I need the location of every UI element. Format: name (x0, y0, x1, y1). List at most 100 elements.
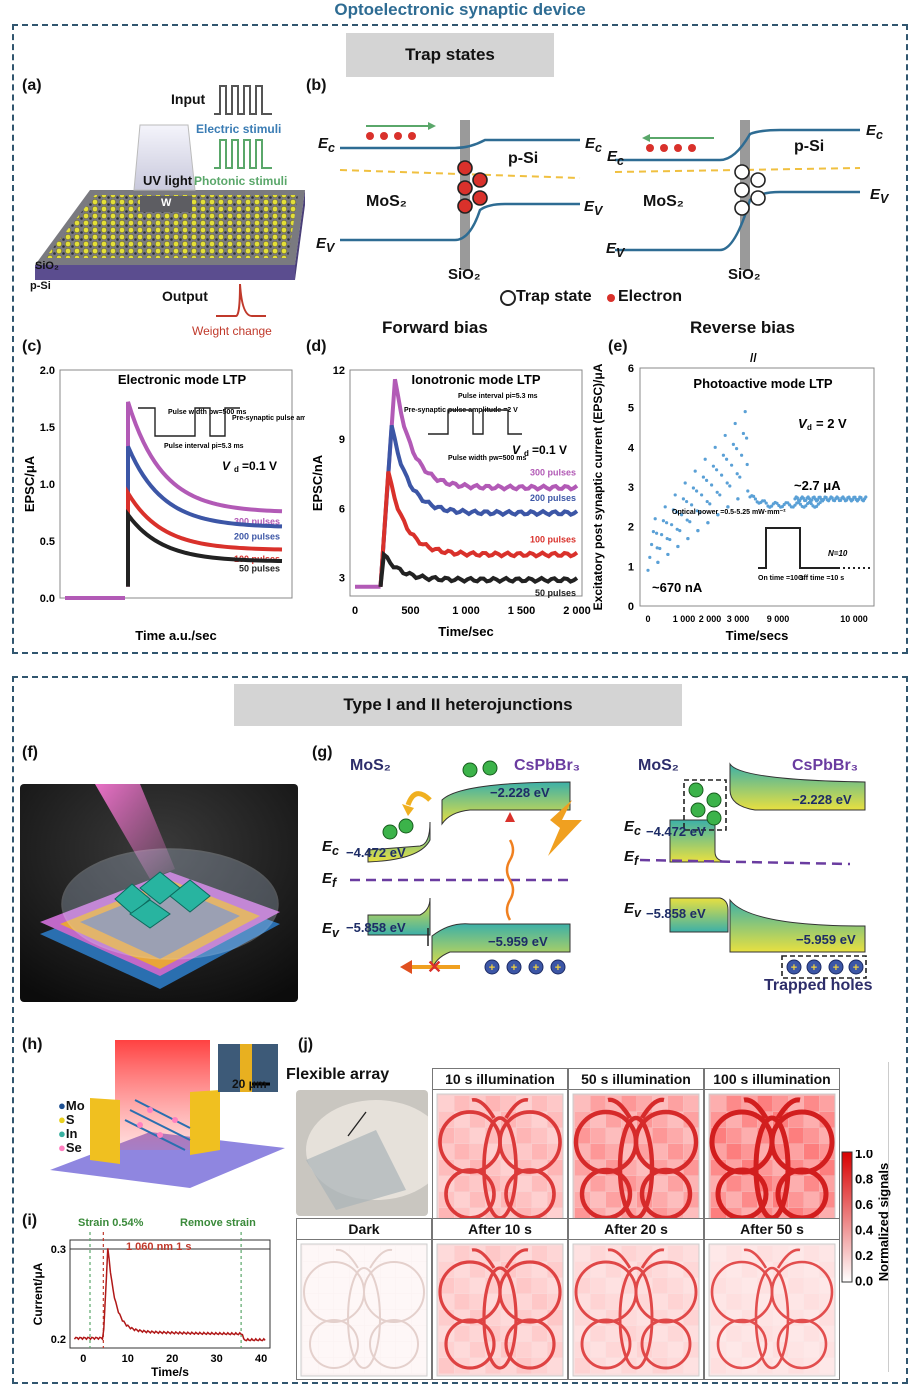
annotation: Optical power =0.5-5.25 mW·mm⁻² (672, 509, 786, 516)
decay-image: Dark (296, 1218, 432, 1380)
label-energy-5858-left: −5.858 eV (346, 920, 406, 935)
pixel (742, 1326, 757, 1342)
pixel (380, 1326, 396, 1342)
plot-frame (59, 369, 293, 599)
data-point (793, 503, 797, 507)
y-axis-label: Current/μA (31, 1262, 45, 1325)
series-line (126, 445, 283, 587)
pixel (819, 1358, 835, 1374)
pixel (652, 1358, 668, 1374)
figure-title: Optoelectronic synaptic device (334, 0, 586, 19)
label-cspbbr3-g-left: CsPbBr₃ (514, 757, 581, 774)
y-tick-label: 1.0 (40, 479, 55, 491)
pixel (683, 1310, 699, 1326)
series-line (126, 508, 283, 587)
panel-label-d: (d) (306, 338, 327, 355)
pixel (788, 1144, 804, 1160)
label-sio2-left: SiO₂ (448, 266, 481, 283)
pixel (547, 1358, 563, 1374)
colorbar-tick-label: 1.0 (855, 1150, 873, 1161)
decay-image: After 10 s (432, 1218, 568, 1380)
series-label: 300 pulses (234, 517, 280, 527)
pixel (726, 1128, 742, 1144)
x-tick-label: 20 (166, 1353, 178, 1365)
ev-text: E (322, 920, 333, 937)
svg-text:+: + (833, 962, 839, 974)
data-point (663, 505, 667, 509)
pixel (652, 1262, 668, 1278)
pixel (303, 1262, 318, 1278)
pixel (575, 1096, 590, 1112)
data-point (735, 447, 739, 451)
image-label: After 20 s (569, 1219, 703, 1240)
label-trapped-holes: Trapped holes (764, 977, 873, 994)
pixel (788, 1192, 804, 1208)
data-point (695, 509, 699, 513)
pixel (742, 1128, 757, 1144)
pixel (804, 1342, 819, 1358)
pixel (757, 1246, 773, 1262)
x-tick-label: 40 (255, 1353, 267, 1365)
annotation: d (234, 465, 239, 474)
annotation: ~2.7 μA (794, 478, 841, 493)
pixel (318, 1326, 334, 1342)
pixel (668, 1144, 683, 1160)
label-mos2-left: MoS₂ (366, 193, 407, 210)
pixel (590, 1176, 606, 1192)
svg-text:+: + (791, 962, 797, 974)
annotation: ~670 nA (652, 580, 703, 595)
data-point (708, 502, 712, 506)
pixel (590, 1246, 606, 1262)
pixel (380, 1342, 396, 1358)
butterfly-antenna (743, 1097, 801, 1120)
image-label: After 10 s (433, 1219, 567, 1240)
scale-bar-label: 20 μm (232, 1077, 267, 1091)
pixel (742, 1262, 757, 1278)
data-point (675, 510, 679, 514)
electric-pulse-icon (214, 85, 272, 115)
data-point (703, 457, 707, 461)
pixel (547, 1096, 563, 1112)
pixel (652, 1342, 668, 1358)
series-line (378, 378, 579, 587)
pixel (652, 1144, 668, 1160)
x-tick-label: 2 000 (699, 614, 722, 624)
pixel (318, 1262, 334, 1278)
y-tick-label: 0.5 (40, 536, 55, 548)
chart-photocurrent-strain: 0.2 0.3 0 10 20 30 40 Time/s Current/μA Strain 0.… (31, 1217, 271, 1379)
butterfly-wing (444, 1318, 496, 1370)
pixel (516, 1342, 532, 1358)
data-point (661, 519, 665, 523)
data-point (700, 493, 704, 497)
heterojunction-device-image (50, 1040, 285, 1188)
label-energy-5959-left: −5.959 eV (488, 934, 548, 949)
butterfly-body (482, 1266, 518, 1370)
pixel (303, 1358, 318, 1374)
x-tick-label: 3 000 (727, 614, 750, 624)
annotation: Pulse width pw=500 ms (448, 455, 526, 462)
x-axis-label: Time/secs (726, 628, 789, 643)
ef-text: E (322, 870, 333, 887)
pixel (726, 1278, 742, 1294)
label-energy-5858-right: −5.858 eV (646, 906, 706, 921)
data-point (658, 546, 662, 551)
panel-label-b: (b) (306, 77, 327, 94)
data-point (741, 431, 745, 436)
series-line (378, 470, 579, 587)
label-w: W (161, 197, 172, 209)
pixel (652, 1176, 668, 1192)
pixel (516, 1326, 532, 1342)
pixel (532, 1326, 547, 1342)
label-sio2-right: SiO₂ (728, 266, 761, 283)
data-point (695, 489, 699, 493)
data-point (810, 498, 814, 502)
pixel (711, 1246, 726, 1262)
data-point (655, 546, 659, 550)
section-heterojunctions (12, 676, 908, 1384)
pixel (334, 1294, 349, 1310)
data-point (651, 530, 655, 534)
data-point (746, 489, 750, 493)
ec-text: E (624, 818, 635, 835)
illumination-image: 100 s illumination (704, 1068, 840, 1230)
label-photonic-stimuli: Photonic stimuli (194, 174, 288, 188)
